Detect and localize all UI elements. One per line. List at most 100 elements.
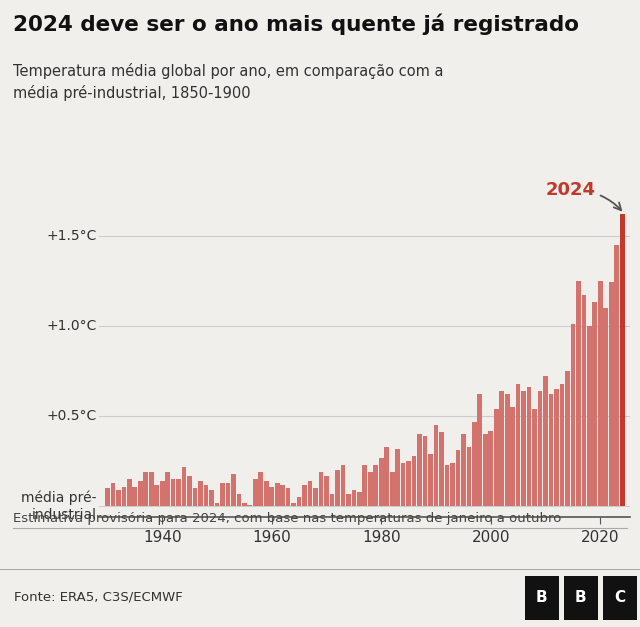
Bar bbox=[396, 449, 400, 507]
Text: Temperatura média global por ano, em comparação com a
média pré-industrial, 1850: Temperatura média global por ano, em com… bbox=[13, 63, 444, 100]
Bar bbox=[127, 480, 132, 507]
Bar bbox=[154, 485, 159, 507]
Bar bbox=[340, 465, 345, 507]
Bar bbox=[362, 465, 367, 507]
Bar bbox=[346, 494, 351, 507]
Bar bbox=[406, 461, 411, 507]
Text: +1.5°C: +1.5°C bbox=[46, 228, 97, 243]
Bar bbox=[576, 281, 580, 507]
Bar bbox=[225, 483, 230, 507]
Bar bbox=[527, 387, 531, 507]
Bar bbox=[477, 394, 482, 507]
Bar bbox=[286, 488, 291, 507]
Bar bbox=[582, 295, 586, 507]
Bar bbox=[565, 371, 570, 507]
Bar bbox=[450, 463, 455, 507]
FancyBboxPatch shape bbox=[525, 576, 559, 620]
Bar bbox=[160, 481, 164, 507]
Text: C: C bbox=[614, 589, 625, 604]
Bar bbox=[313, 488, 318, 507]
Bar bbox=[439, 433, 444, 507]
Bar bbox=[259, 472, 263, 507]
Bar bbox=[412, 456, 417, 507]
Bar bbox=[242, 503, 246, 507]
Bar bbox=[428, 454, 433, 507]
Bar bbox=[264, 481, 269, 507]
Bar bbox=[609, 283, 614, 507]
Text: Estimativa provisória para 2024, com base nas temperaturas de janeiro a outubro: Estimativa provisória para 2024, com bas… bbox=[13, 512, 561, 525]
Bar bbox=[138, 481, 143, 507]
Bar bbox=[385, 447, 389, 507]
Bar bbox=[417, 434, 422, 507]
Bar bbox=[220, 483, 225, 507]
Bar bbox=[122, 487, 126, 507]
Bar bbox=[132, 487, 137, 507]
Bar bbox=[472, 421, 477, 507]
Bar bbox=[467, 447, 471, 507]
Bar bbox=[538, 391, 542, 507]
Bar bbox=[253, 480, 258, 507]
Bar bbox=[165, 472, 170, 507]
Text: +1.0°C: +1.0°C bbox=[46, 319, 97, 333]
Bar bbox=[422, 436, 428, 507]
Bar bbox=[149, 472, 154, 507]
Bar bbox=[543, 376, 548, 507]
Bar bbox=[280, 485, 285, 507]
Text: média pré-
industrial: média pré- industrial bbox=[21, 490, 97, 522]
Text: 2024 deve ser o ano mais quente já registrado: 2024 deve ser o ano mais quente já regis… bbox=[13, 14, 579, 35]
Bar bbox=[105, 488, 109, 507]
Bar bbox=[198, 481, 203, 507]
Bar bbox=[368, 472, 372, 507]
Bar bbox=[434, 425, 438, 507]
Bar bbox=[143, 472, 148, 507]
Bar bbox=[571, 324, 575, 507]
Bar bbox=[604, 308, 608, 507]
Bar bbox=[297, 497, 301, 507]
Bar bbox=[483, 434, 488, 507]
Bar bbox=[308, 481, 312, 507]
Text: Fonte: ERA5, C3S/ECMWF: Fonte: ERA5, C3S/ECMWF bbox=[14, 591, 183, 604]
Text: B: B bbox=[536, 589, 548, 604]
Bar bbox=[494, 409, 499, 507]
Bar bbox=[291, 503, 296, 507]
Bar bbox=[379, 458, 383, 507]
FancyBboxPatch shape bbox=[603, 576, 637, 620]
Bar bbox=[505, 394, 509, 507]
Bar bbox=[182, 466, 186, 507]
Bar bbox=[445, 465, 449, 507]
Bar bbox=[171, 480, 175, 507]
Bar bbox=[111, 483, 115, 507]
Bar bbox=[516, 384, 520, 507]
Bar bbox=[351, 490, 356, 507]
Bar bbox=[373, 465, 378, 507]
Bar bbox=[548, 394, 554, 507]
Bar bbox=[390, 472, 394, 507]
Bar bbox=[248, 505, 252, 507]
Bar bbox=[176, 480, 181, 507]
Bar bbox=[269, 487, 274, 507]
Bar bbox=[510, 407, 515, 507]
Bar bbox=[499, 391, 504, 507]
Bar bbox=[593, 302, 597, 507]
Bar bbox=[620, 214, 625, 507]
Bar bbox=[488, 431, 493, 507]
Bar bbox=[401, 463, 406, 507]
Bar bbox=[598, 281, 603, 507]
Bar bbox=[209, 490, 214, 507]
Text: B: B bbox=[575, 589, 587, 604]
Bar bbox=[461, 434, 466, 507]
Bar bbox=[237, 494, 241, 507]
FancyBboxPatch shape bbox=[564, 576, 598, 620]
Bar bbox=[275, 483, 280, 507]
Bar bbox=[324, 476, 329, 507]
Bar bbox=[231, 474, 236, 507]
Bar bbox=[214, 503, 220, 507]
Bar bbox=[357, 492, 362, 507]
Bar bbox=[330, 494, 334, 507]
Bar bbox=[456, 450, 460, 507]
Text: +0.5°C: +0.5°C bbox=[46, 409, 97, 423]
Bar bbox=[554, 389, 559, 507]
Bar bbox=[193, 488, 197, 507]
Bar bbox=[204, 485, 208, 507]
Bar bbox=[335, 470, 340, 507]
